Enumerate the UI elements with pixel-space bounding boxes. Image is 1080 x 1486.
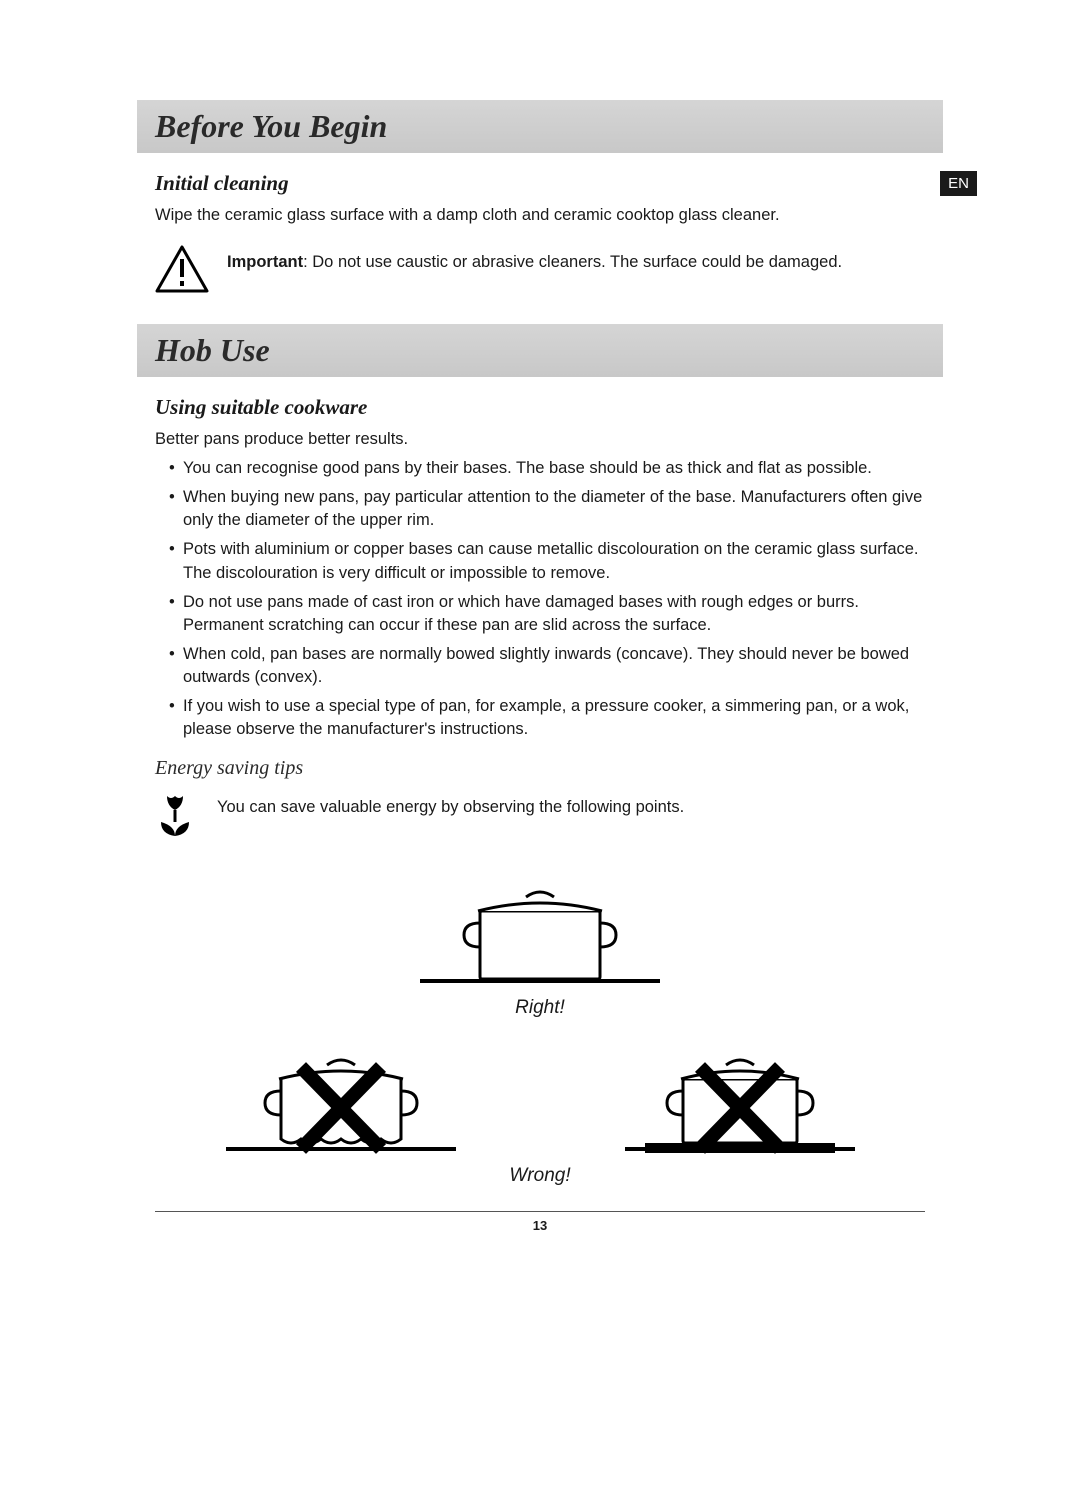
important-label: Important — [227, 253, 303, 271]
section-title: Before You Begin — [155, 108, 925, 145]
section-title: Hob Use — [155, 332, 925, 369]
page-number: 13 — [155, 1218, 925, 1233]
wrong-label: Wrong! — [155, 1165, 925, 1187]
subsection-initial-cleaning: Initial cleaning — [155, 171, 289, 196]
important-body: : Do not use caustic or abrasive cleaner… — [303, 253, 842, 271]
tips-title: Energy saving tips — [155, 757, 925, 780]
list-item: If you wish to use a special type of pan… — [183, 695, 925, 741]
footer-rule — [155, 1211, 925, 1212]
section-header-hob: Hob Use — [137, 324, 943, 377]
section-header-before: Before You Begin — [137, 100, 943, 153]
warning-icon — [155, 245, 209, 298]
list-item: Do not use pans made of cast iron or whi… — [183, 591, 925, 637]
cookware-intro: Better pans produce better results. — [155, 428, 925, 451]
cookware-bullets: You can recognise good pans by their bas… — [155, 457, 925, 741]
list-item: You can recognise good pans by their bas… — [183, 457, 925, 480]
language-badge: EN — [940, 171, 977, 196]
pot-wrong-wavy-diagram — [216, 1029, 466, 1159]
right-label: Right! — [155, 997, 925, 1019]
list-item: When buying new pans, pay particular att… — [183, 486, 925, 532]
subsection-cookware: Using suitable cookware — [155, 395, 925, 420]
initial-cleaning-body: Wipe the ceramic glass surface with a da… — [155, 204, 925, 227]
list-item: Pots with aluminium or copper bases can … — [183, 538, 925, 584]
pot-wrong-small-diagram — [615, 1029, 865, 1159]
important-text: Important: Do not use caustic or abrasiv… — [227, 245, 842, 274]
tulip-icon — [155, 790, 195, 843]
list-item: When cold, pan bases are normally bowed … — [183, 643, 925, 689]
pot-right-diagram — [400, 861, 680, 991]
tips-intro: You can save valuable energy by observin… — [217, 790, 684, 819]
